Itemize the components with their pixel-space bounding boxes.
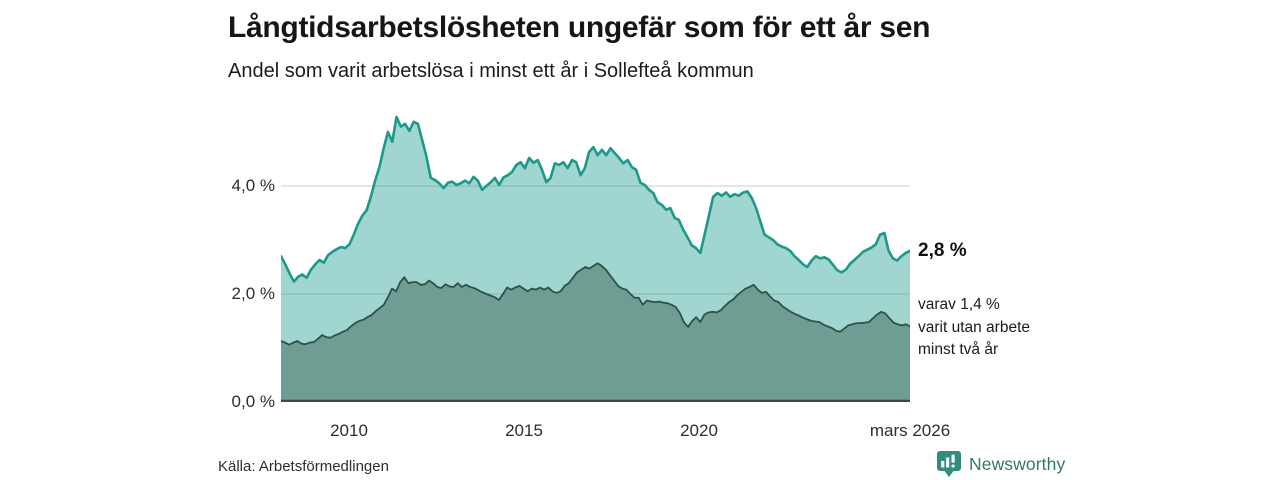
line-series-total — [279, 115, 912, 283]
plot-area — [279, 108, 912, 403]
series-end-label-line-1: varav 1,4 % — [918, 296, 1000, 314]
chart-title: Långtidsarbetslösheten ungefär som för e… — [228, 11, 931, 44]
y-axis-tick-2: 2,0 % — [231, 284, 275, 303]
x-axis-tick-2010: 2010 — [330, 421, 368, 440]
y-axis-tick-0: 0,0 % — [231, 392, 275, 411]
line-series-two-years — [280, 262, 911, 346]
x-axis-tick-2020: 2020 — [680, 421, 718, 440]
chart-subtitle: Andel som varit arbetslösa i minst ett å… — [228, 60, 754, 82]
newsworthy-logo: Newsworthy — [936, 450, 1065, 478]
newsworthy-wordmark: Newsworthy — [969, 453, 1066, 474]
series-end-label-total: 2,8 % — [918, 239, 967, 261]
series-end-label-two-years: varav 1,4 % varit utan arbete minst två … — [918, 294, 1030, 362]
area-series-two-years — [281, 263, 910, 402]
series-end-label-line-2: varit utan arbete — [918, 318, 1031, 336]
source-caption: Källa: Arbetsförmedlingen — [218, 458, 389, 475]
newsworthy-chart-pin-icon — [937, 451, 961, 477]
y-axis-tick-4: 4,0 % — [231, 176, 275, 195]
area-chart-svg — [279, 115, 912, 403]
series-end-label-line-3: minst två år — [918, 341, 999, 359]
x-axis-tick-2015: 2015 — [505, 421, 543, 440]
x-axis-tick-mars-2026: mars 2026 — [869, 421, 951, 440]
